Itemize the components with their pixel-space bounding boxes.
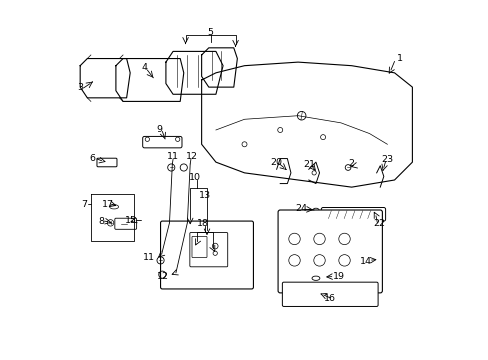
- Text: 15: 15: [125, 216, 137, 225]
- FancyBboxPatch shape: [282, 282, 377, 306]
- Text: 5: 5: [207, 28, 213, 37]
- Text: 11: 11: [142, 253, 154, 262]
- Text: 12: 12: [157, 272, 169, 281]
- FancyBboxPatch shape: [97, 158, 117, 167]
- Text: 14: 14: [359, 257, 371, 266]
- FancyBboxPatch shape: [142, 136, 182, 148]
- Text: 23: 23: [381, 155, 393, 164]
- Text: 10: 10: [188, 173, 200, 182]
- Text: 16: 16: [324, 294, 336, 303]
- Text: 9: 9: [156, 126, 162, 135]
- FancyBboxPatch shape: [192, 237, 206, 257]
- Text: 18: 18: [196, 219, 208, 228]
- Text: 7: 7: [81, 200, 86, 209]
- FancyBboxPatch shape: [160, 221, 253, 289]
- Text: 12: 12: [185, 152, 197, 161]
- Text: 17: 17: [102, 200, 114, 209]
- Text: 19: 19: [332, 272, 344, 281]
- Text: 24: 24: [295, 204, 307, 213]
- Text: 13: 13: [198, 190, 210, 199]
- FancyBboxPatch shape: [278, 210, 382, 293]
- Text: 8: 8: [98, 217, 103, 226]
- Text: 6: 6: [89, 154, 96, 163]
- FancyBboxPatch shape: [321, 207, 385, 221]
- Text: 22: 22: [373, 219, 385, 228]
- Text: 11: 11: [167, 152, 179, 161]
- Text: 2: 2: [348, 159, 354, 168]
- Text: 1: 1: [396, 54, 402, 63]
- Text: 21: 21: [302, 161, 314, 170]
- Text: 20: 20: [270, 158, 282, 167]
- Text: 3: 3: [77, 83, 83, 92]
- FancyBboxPatch shape: [115, 218, 136, 229]
- Text: 4: 4: [141, 63, 147, 72]
- FancyBboxPatch shape: [189, 233, 227, 267]
